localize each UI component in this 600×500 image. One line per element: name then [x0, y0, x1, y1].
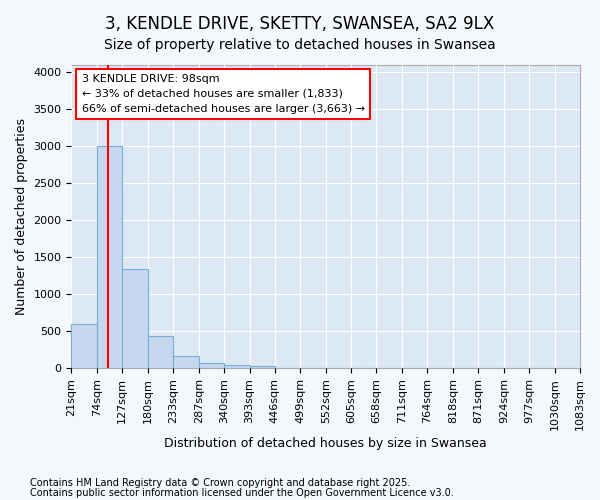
X-axis label: Distribution of detached houses by size in Swansea: Distribution of detached houses by size … [164, 437, 487, 450]
Text: 3, KENDLE DRIVE, SKETTY, SWANSEA, SA2 9LX: 3, KENDLE DRIVE, SKETTY, SWANSEA, SA2 9L… [106, 15, 494, 33]
Bar [199, 362, 224, 368]
Bar [148, 336, 173, 368]
Bar [122, 268, 148, 368]
Y-axis label: Number of detached properties: Number of detached properties [15, 118, 28, 315]
Bar [224, 365, 250, 368]
Bar [250, 366, 275, 368]
Bar [97, 146, 122, 368]
Text: 3 KENDLE DRIVE: 98sqm
← 33% of detached houses are smaller (1,833)
66% of semi-d: 3 KENDLE DRIVE: 98sqm ← 33% of detached … [82, 74, 365, 114]
Text: Contains HM Land Registry data © Crown copyright and database right 2025.: Contains HM Land Registry data © Crown c… [30, 478, 410, 488]
Text: Size of property relative to detached houses in Swansea: Size of property relative to detached ho… [104, 38, 496, 52]
Bar [71, 324, 97, 368]
Bar [173, 356, 199, 368]
Text: Contains public sector information licensed under the Open Government Licence v3: Contains public sector information licen… [30, 488, 454, 498]
